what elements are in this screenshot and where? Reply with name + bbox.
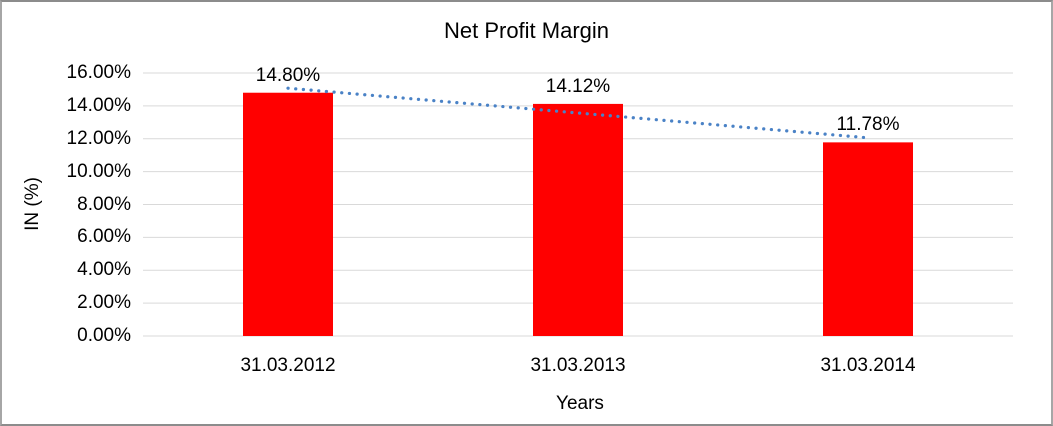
x-tick-label-31.03.2013: 31.03.2013 <box>530 355 626 376</box>
x-tick-label-31.03.2014: 31.03.2014 <box>820 355 916 376</box>
bar-31.03.2013 <box>533 103 623 336</box>
y-tick-label-12.00%: 12.00% <box>66 127 131 149</box>
y-tick-label-2.00%: 2.00% <box>77 292 131 314</box>
y-tick-label-14.00%: 14.00% <box>66 94 131 116</box>
data-label-31.03.2012: 14.80% <box>255 64 321 86</box>
y-tick-label-8.00%: 8.00% <box>77 193 131 215</box>
y-tick-label-0.00%: 0.00% <box>77 325 131 346</box>
x-tick-label-31.03.2012: 31.03.2012 <box>240 355 336 376</box>
bar-31.03.2012 <box>243 92 333 336</box>
trendline <box>286 86 870 140</box>
y-tick-label-16.00%: 16.00% <box>66 62 131 83</box>
bar-31.03.2014 <box>823 142 913 336</box>
data-label-31.03.2014: 11.78% <box>836 114 900 136</box>
y-tick-label-10.00%: 10.00% <box>66 160 131 182</box>
data-label-31.03.2013: 14.12% <box>545 75 611 97</box>
y-tick-label-6.00%: 6.00% <box>77 226 131 248</box>
y-axis-title: IN (%) <box>22 177 43 231</box>
y-tick-label-4.00%: 4.00% <box>77 259 131 281</box>
chart-title: Net Profit Margin <box>443 18 610 43</box>
x-axis-title: Years <box>556 393 604 414</box>
